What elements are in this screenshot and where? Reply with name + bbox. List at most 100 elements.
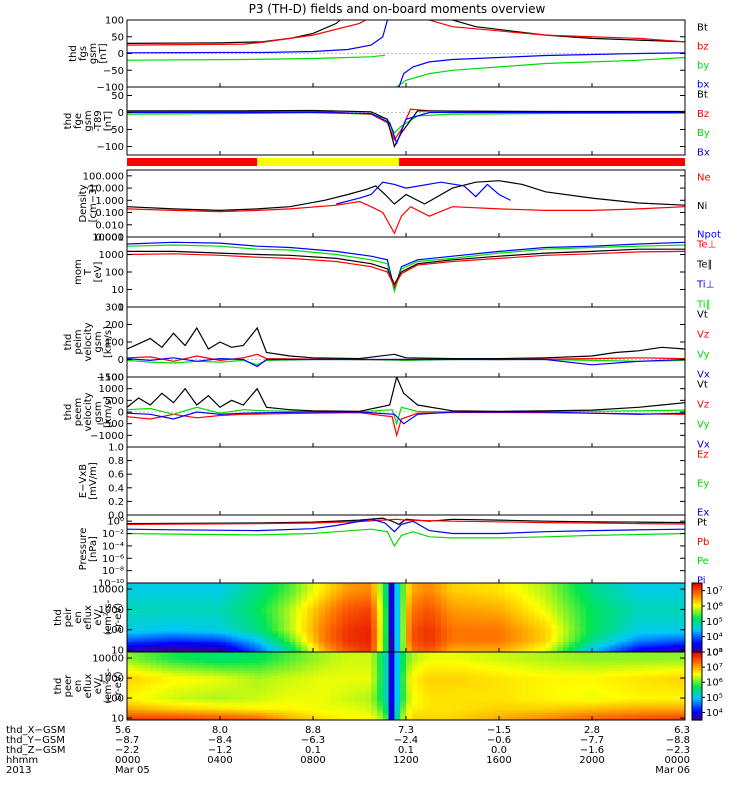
peer-cell	[342, 672, 349, 677]
peer-cell	[679, 680, 685, 684]
peir-cell	[528, 604, 535, 608]
peir-cell	[504, 606, 512, 611]
peer-cell	[574, 699, 581, 703]
peer-cell	[667, 680, 674, 684]
peir-cell	[400, 638, 407, 642]
peir-cell	[551, 604, 558, 608]
peer-cell	[295, 701, 302, 705]
peir-cell	[673, 598, 680, 603]
peer-cell	[644, 704, 651, 708]
peir-cell	[673, 593, 680, 597]
peer-cell	[423, 670, 430, 674]
peir-cell	[324, 630, 332, 635]
peir-cell	[528, 633, 535, 637]
peer-cell	[533, 699, 541, 703]
peir-cell	[592, 612, 599, 616]
peer-cell	[388, 667, 395, 671]
peir-cell	[283, 622, 291, 627]
peir-cell	[336, 609, 343, 613]
peir-colorbar-step	[692, 589, 702, 593]
peer-cell	[464, 680, 471, 684]
peir-cell	[469, 585, 477, 589]
peir-cell	[615, 617, 622, 621]
peer-cell	[429, 696, 436, 700]
peer-cell	[568, 672, 576, 677]
peer-cell	[592, 672, 599, 677]
peer-cell	[545, 706, 552, 711]
peer-cell	[661, 683, 669, 687]
peir-cell	[615, 601, 622, 605]
peer-cell	[324, 699, 332, 703]
fge-legend-blue: Bx	[697, 148, 710, 159]
peir-cell	[580, 588, 587, 592]
peem-series-red-0	[127, 411, 685, 438]
peir-cell	[621, 633, 628, 637]
peer-cell	[376, 667, 384, 671]
peer-cell	[371, 688, 378, 692]
peir-cell	[481, 598, 488, 603]
peir-cell	[469, 606, 477, 611]
peir-cell	[609, 630, 616, 635]
peer-cell	[301, 683, 308, 687]
peer-cell	[283, 675, 291, 679]
peir-cell	[231, 606, 239, 611]
peir-cell	[156, 606, 163, 611]
peir-cell	[429, 646, 436, 650]
peer-cell	[655, 691, 663, 695]
peir-cell	[318, 596, 326, 600]
peir-cell	[475, 612, 483, 616]
peir-cell	[138, 583, 146, 587]
peir-cell	[452, 638, 459, 642]
peer-cell	[388, 693, 395, 698]
peir-cell	[632, 620, 640, 624]
peir-cell	[458, 628, 465, 632]
peir-cell	[655, 593, 663, 597]
peer-cell	[185, 696, 192, 700]
peer-cell	[638, 662, 645, 666]
peer-cell	[568, 680, 576, 684]
peer-cell	[528, 709, 535, 713]
peer-cell	[156, 717, 163, 720]
peir-cell	[243, 622, 250, 627]
peir-cell	[528, 590, 535, 595]
peir-cell	[156, 585, 163, 589]
peir-cell	[301, 625, 308, 629]
peer-cell	[400, 670, 407, 674]
peir-cell	[278, 583, 285, 587]
peir-cell	[342, 609, 349, 613]
peir-cell	[516, 617, 523, 621]
peer-cell	[376, 662, 384, 666]
peir-cell	[167, 606, 175, 611]
peir-cell	[487, 593, 494, 597]
peir-cell	[632, 614, 640, 619]
peir-cell	[150, 620, 157, 624]
peer-cell	[295, 699, 302, 703]
peer-cell	[446, 696, 454, 700]
peer-cell	[464, 714, 471, 718]
peir-cell	[481, 641, 488, 645]
peer-cell	[446, 709, 454, 713]
peir-cell	[586, 585, 593, 589]
peer-cell	[661, 717, 669, 720]
peir-cell	[144, 625, 151, 629]
peir-cell	[185, 620, 192, 624]
peer-cell	[493, 693, 500, 698]
peir-cell	[423, 628, 430, 632]
peer-cell	[481, 717, 488, 720]
peir-cell	[266, 638, 273, 642]
peer-cell	[365, 680, 372, 684]
peer-cell	[202, 686, 209, 690]
peer-cell	[644, 691, 651, 695]
peir-cell	[220, 622, 227, 627]
peer-cell	[376, 709, 384, 713]
peir-cell	[254, 609, 262, 613]
peer-cell	[127, 717, 134, 720]
temp-ytick-label: 1	[118, 303, 124, 314]
peer-cell	[237, 665, 244, 669]
peir-cell	[249, 649, 256, 652]
peer-cell	[359, 675, 366, 679]
peir-cell	[382, 588, 390, 592]
peer-cell	[243, 691, 250, 695]
peir-cell	[394, 644, 401, 648]
